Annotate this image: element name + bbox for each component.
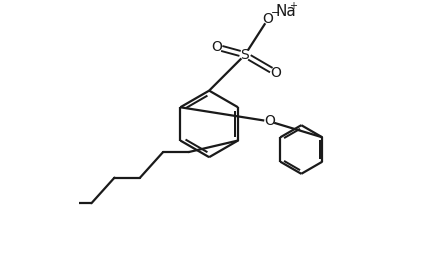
Text: Na: Na — [276, 4, 296, 19]
Text: O: O — [262, 12, 273, 26]
Text: −: − — [271, 8, 280, 18]
Text: O: O — [211, 40, 222, 54]
Text: O: O — [270, 66, 281, 80]
Text: O: O — [264, 114, 275, 128]
Text: S: S — [241, 48, 249, 62]
Text: +: + — [289, 1, 297, 11]
